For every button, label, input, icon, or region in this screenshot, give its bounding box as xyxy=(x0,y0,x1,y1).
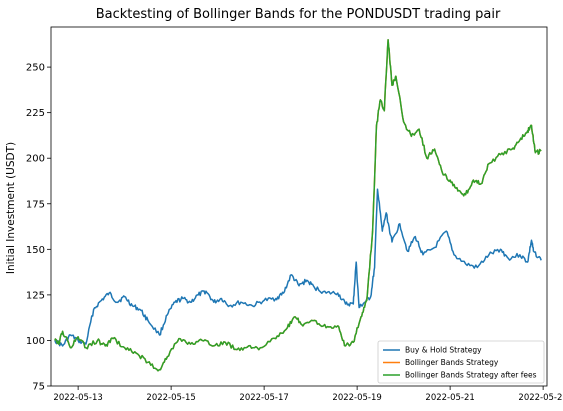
series-layer xyxy=(54,39,542,372)
y-tick-label: 75 xyxy=(32,382,45,393)
y-tick-label: 100 xyxy=(26,336,45,347)
y-tick-label: 150 xyxy=(26,245,45,256)
chart-title: Backtesting of Bollinger Bands for the P… xyxy=(96,7,501,22)
legend-entry: Bollinger Bands Strategy after fees xyxy=(405,371,537,380)
y-axis-label: Initial Investment (USDT) xyxy=(5,142,17,274)
x-tick-label: 2022-05-13 xyxy=(53,393,102,403)
legend-entry: Buy & Hold Strategy xyxy=(405,346,482,355)
y-tick-label: 125 xyxy=(26,290,45,301)
legend: Buy & Hold Strategy Bollinger Bands Strat… xyxy=(377,340,545,384)
plot-frame xyxy=(50,26,548,387)
series-line-3 xyxy=(54,39,542,372)
legend-entry: Bollinger Bands Strategy xyxy=(405,358,499,367)
x-tick-label: 2022-05-15 xyxy=(146,393,195,403)
x-tick-label: 2022-05-23 xyxy=(518,393,563,403)
y-tick-label: 200 xyxy=(26,154,45,165)
x-tick-label: 2022-05-21 xyxy=(425,393,474,403)
x-axis: 2022-05-13 2022-05-15 2022-05-17 2022-05-19… xyxy=(53,386,563,403)
x-tick-label: 2022-05-19 xyxy=(332,393,381,403)
y-tick-label: 250 xyxy=(26,63,45,74)
y-tick-label: 225 xyxy=(26,108,45,119)
legend-box xyxy=(377,340,545,384)
x-tick-label: 2022-05-17 xyxy=(239,393,288,403)
y-axis: 75 100 125 150 175 200 225 250 xyxy=(26,63,51,393)
y-tick-label: 175 xyxy=(26,199,45,210)
series-line-1 xyxy=(54,188,542,347)
